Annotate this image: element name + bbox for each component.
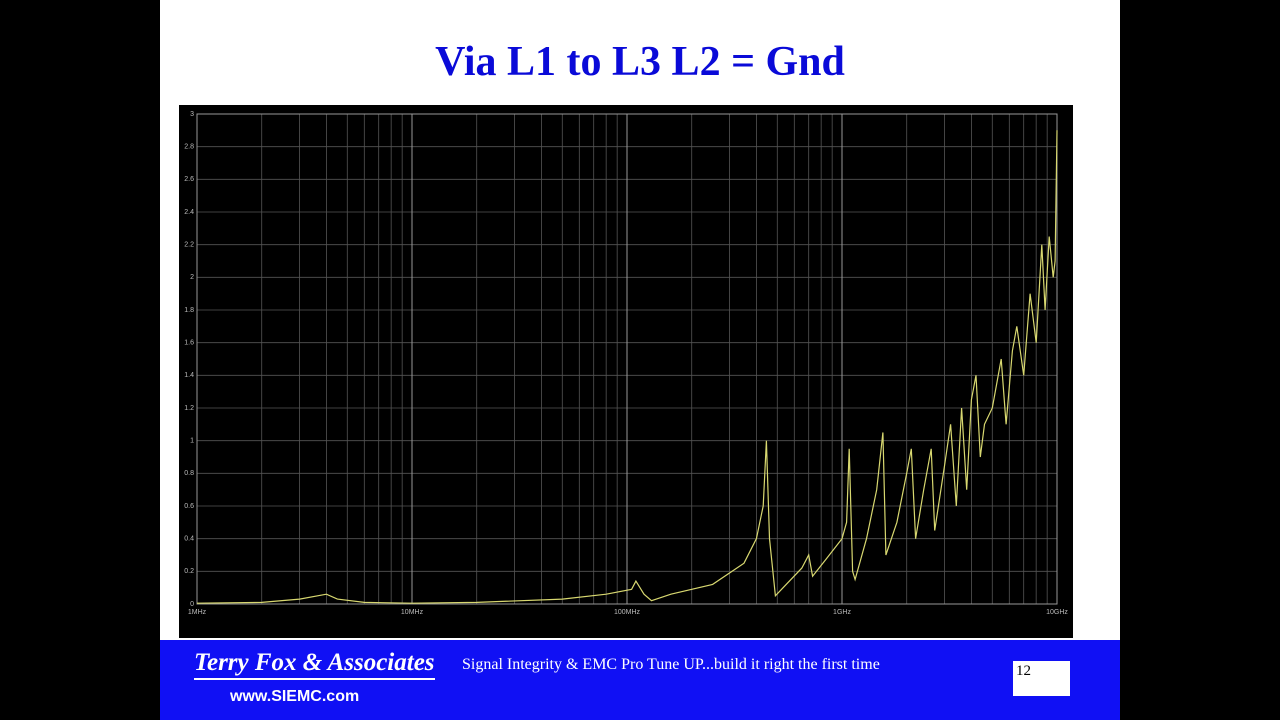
y-tick-label: 1.6 [184,340,194,347]
y-tick-label: 0.4 [184,536,194,543]
y-tick-label: 1.4 [184,372,194,379]
y-tick-label: 0.6 [184,503,194,510]
footer: Terry Fox & Associates Signal Integrity … [160,640,1120,720]
plot-frame [196,113,1058,605]
y-tick-label: 1.8 [184,307,194,314]
tagline: Signal Integrity & EMC Pro Tune UP...bui… [462,656,880,673]
x-tick-label: 10MHz [401,609,424,616]
y-tick-label: 3 [190,111,194,118]
website: www.SIEMC.com [230,688,360,705]
page-number: 12 [1013,661,1070,696]
x-tick-label: 1GHz [833,609,851,616]
y-tick-label: 2.6 [184,176,194,183]
company-name: Terry Fox & Associates [194,648,435,680]
y-tick-label: 2.8 [184,144,194,151]
x-tick-label: 1MHz [188,609,207,616]
y-tick-label: 0.8 [184,470,194,477]
chart-background [179,105,1073,638]
slide-title: Via L1 to L3 L2 = Gnd [435,39,845,85]
x-tick-label: 10GHz [1046,609,1068,616]
x-tick-label: 100MHz [614,609,641,616]
y-tick-label: 2.2 [184,242,194,249]
chart: 0 0.2 0.4 0.6 0.8 1 1.2 1.4 1.6 1.8 2 2.2 2.4 2.6 2.8 3… [179,105,1073,638]
y-tick-label: 0 [190,601,194,608]
slide: Via L1 to L3 L2 = Gnd 0 0.2 0.4 0.6 0.8 1 1.2 1… [160,0,1120,720]
y-tick-label: 1.2 [184,405,194,412]
y-tick-label: 1 [190,438,194,445]
y-tick-label: 2 [190,274,194,281]
data-line [196,130,1058,604]
y-tick-label: 0.2 [184,568,194,575]
y-tick-label: 2.4 [184,209,194,216]
